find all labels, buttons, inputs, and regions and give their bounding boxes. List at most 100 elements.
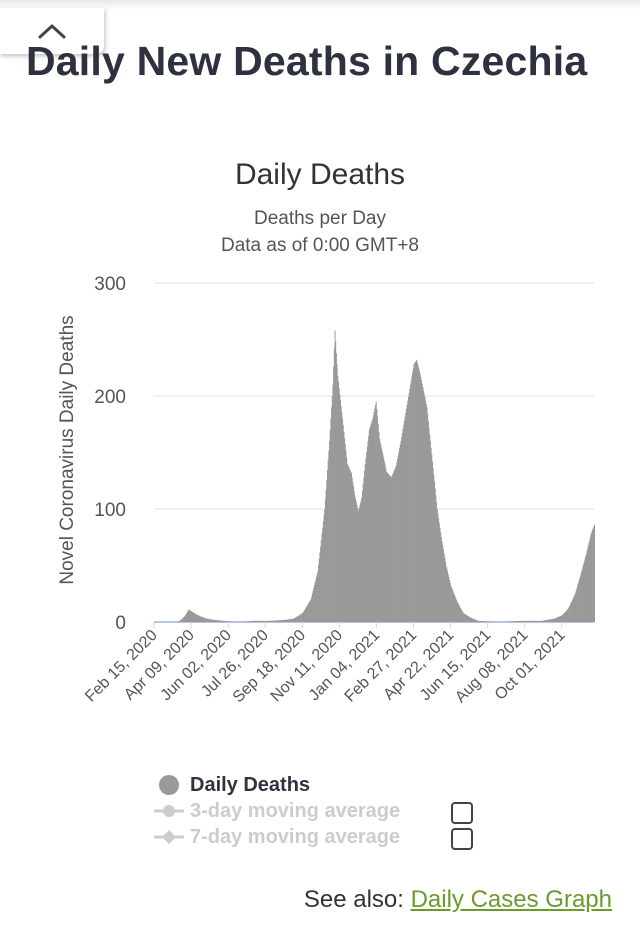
bar — [331, 407, 333, 622]
bar — [553, 618, 555, 622]
bar — [344, 444, 346, 622]
bar — [308, 602, 310, 622]
bar — [324, 499, 326, 622]
legend-label-daily-deaths: Daily Deaths — [190, 773, 311, 796]
bar — [440, 537, 442, 622]
legend-item-3-day-average[interactable]: 3-day moving average — [150, 798, 400, 824]
bar — [296, 616, 298, 622]
bar — [367, 441, 369, 622]
bar — [515, 621, 517, 622]
bar — [278, 620, 280, 622]
bar — [393, 470, 395, 622]
bar — [486, 621, 488, 622]
bar — [337, 375, 339, 622]
bar — [261, 620, 263, 622]
bar — [339, 394, 341, 622]
bar — [539, 620, 541, 622]
bar — [350, 471, 352, 622]
bar — [585, 556, 587, 622]
bar — [583, 564, 585, 622]
bar — [464, 614, 466, 622]
bar — [256, 620, 258, 622]
bar — [340, 400, 342, 622]
bar — [432, 461, 433, 622]
bar — [410, 384, 412, 622]
bar — [377, 416, 379, 622]
bar — [267, 620, 269, 622]
bar — [484, 621, 486, 622]
bar — [563, 613, 565, 622]
bar — [394, 469, 396, 622]
bar — [294, 617, 296, 622]
bar — [362, 484, 364, 622]
bar — [572, 598, 574, 622]
bar — [475, 619, 477, 622]
bar — [467, 615, 468, 622]
bar — [307, 603, 309, 622]
bar — [321, 533, 323, 622]
bar — [567, 609, 569, 622]
bar — [557, 617, 559, 622]
bar — [399, 444, 401, 622]
bar — [214, 619, 216, 622]
bar — [456, 601, 458, 622]
bar — [250, 621, 252, 622]
bar — [527, 620, 529, 622]
bar — [545, 620, 547, 622]
bar — [379, 442, 381, 622]
checkbox-7-day-average[interactable] — [451, 828, 473, 850]
bar — [576, 586, 578, 622]
bar — [373, 411, 375, 622]
bar — [531, 620, 533, 622]
bar — [427, 420, 429, 622]
bar — [556, 617, 558, 622]
bar — [254, 620, 256, 622]
bar — [525, 620, 527, 622]
bar — [574, 595, 576, 622]
bar — [552, 618, 554, 622]
bar — [365, 458, 367, 622]
bar — [364, 463, 366, 622]
bar — [337, 381, 339, 622]
daily-cases-graph-link[interactable]: Daily Cases Graph — [410, 886, 612, 913]
legend-item-daily-deaths[interactable]: Daily Deaths — [150, 772, 310, 798]
bar — [356, 504, 358, 622]
chart-title: Daily Deaths — [234, 158, 406, 191]
legend-item-7-day-average[interactable]: 7-day moving average — [150, 824, 400, 850]
bar — [182, 617, 184, 622]
bar — [256, 620, 258, 622]
bar — [559, 616, 561, 622]
bar — [309, 600, 311, 622]
bar — [344, 437, 346, 622]
bar — [322, 521, 324, 622]
bar — [345, 450, 347, 622]
bar — [413, 364, 415, 622]
bar — [517, 620, 519, 622]
bar — [469, 617, 471, 622]
bar — [546, 619, 548, 622]
bar — [262, 620, 264, 622]
bar — [469, 617, 471, 622]
checkbox-3-day-average[interactable] — [451, 802, 473, 824]
bar — [369, 427, 371, 622]
bar — [554, 618, 556, 622]
bar — [574, 593, 576, 622]
bar — [260, 620, 262, 622]
collapse-button[interactable] — [0, 8, 104, 54]
bar — [348, 468, 350, 622]
bar — [318, 558, 320, 622]
bar — [372, 418, 374, 622]
bar — [246, 621, 248, 622]
bar — [401, 437, 403, 622]
bar — [299, 614, 301, 622]
bar — [375, 401, 377, 622]
bar — [213, 619, 215, 622]
bar — [212, 619, 214, 622]
bar — [475, 620, 477, 622]
bar — [524, 620, 526, 622]
bar — [528, 620, 530, 622]
bar — [468, 616, 470, 622]
bar — [375, 405, 377, 622]
bar — [283, 619, 285, 622]
bar — [459, 606, 461, 622]
